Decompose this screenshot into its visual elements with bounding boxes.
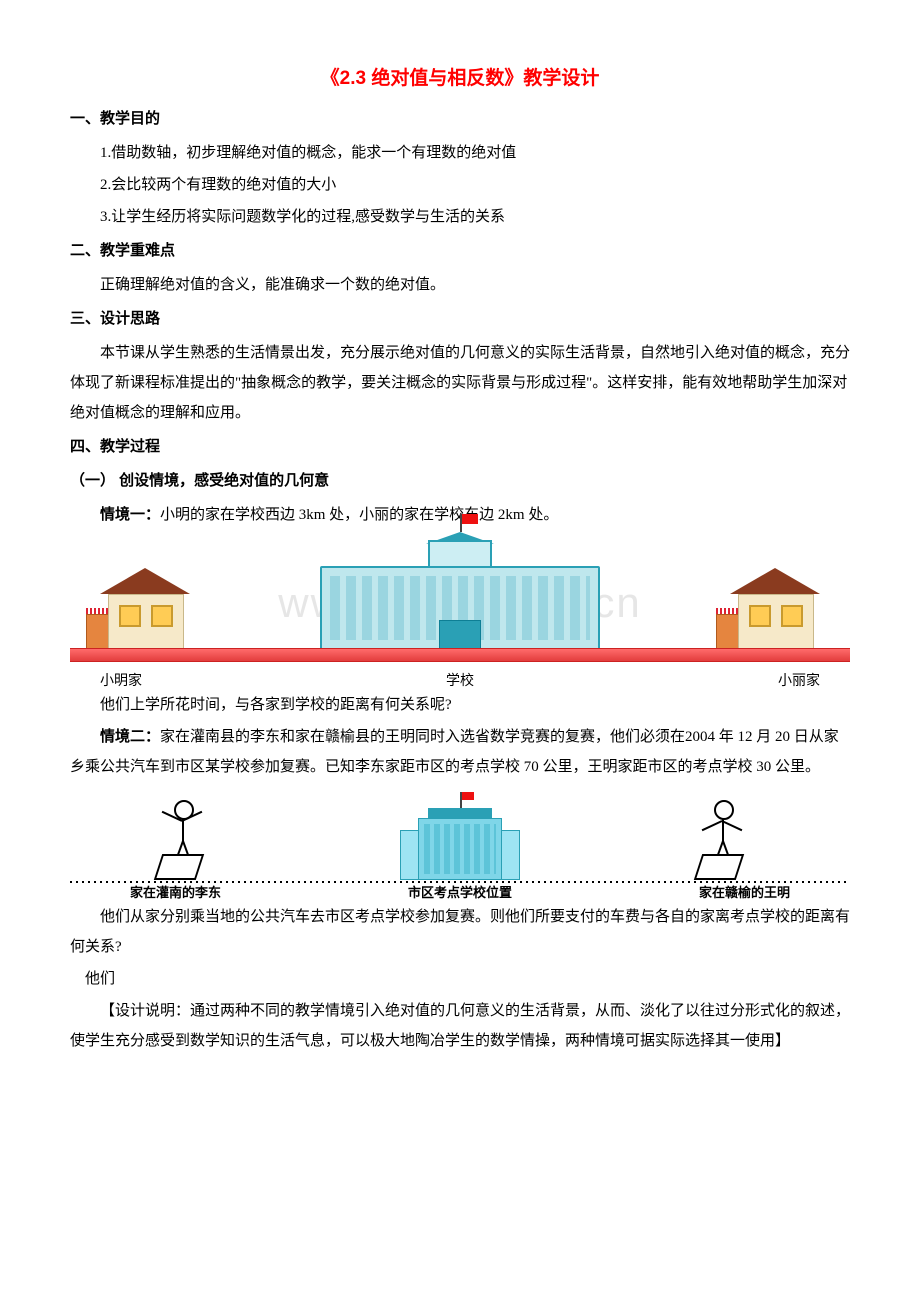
heading-2: 二、教学重难点 bbox=[70, 236, 850, 266]
label-xiaoming: 小明家 bbox=[100, 668, 142, 696]
goal-1: 1.借助数轴，初步理解绝对值的概念，能求一个有理数的绝对值 bbox=[70, 138, 850, 168]
label-school: 学校 bbox=[446, 668, 474, 696]
ground-line bbox=[70, 648, 850, 662]
heading-4-1: （一） 创设情境，感受绝对值的几何意 bbox=[70, 466, 850, 496]
scenario-2-label: 情境二： bbox=[100, 728, 160, 745]
para-3: 本节课从学生熟悉的生活情景出发，充分展示绝对值的几何意义的实际生活背景，自然地引… bbox=[70, 338, 850, 428]
scenario-1-text: 小明的家在学校西边 3km 处，小丽的家在学校东边 2km 处。 bbox=[160, 507, 558, 523]
dotted-line bbox=[70, 881, 850, 883]
design-note: 【设计说明：通过两种不同的教学情境引入绝对值的几何意义的生活背景，从而、淡化了以… bbox=[70, 996, 850, 1056]
label-lidong: 家在灌南的李东 bbox=[130, 880, 221, 906]
scenario-2-line: 情境二：家在灌南县的李东和家在赣榆县的王明同时入选省数学竞赛的复赛，他们必须在2… bbox=[70, 722, 850, 782]
question-2b: 他们 bbox=[85, 964, 850, 994]
house-left-icon bbox=[100, 578, 190, 650]
illustration-1-labels: 小明家 学校 小丽家 bbox=[70, 668, 850, 696]
heading-4: 四、教学过程 bbox=[70, 432, 850, 462]
illustration-2-labels: 家在灌南的李东 市区考点学校位置 家在赣榆的王明 bbox=[70, 880, 850, 906]
stickman-left-icon bbox=[150, 800, 210, 880]
house-right-icon bbox=[730, 578, 820, 650]
label-wangming: 家在赣榆的王明 bbox=[699, 880, 790, 906]
scenario-2-text: 家在灌南县的李东和家在赣榆县的王明同时入选省数学竞赛的复赛，他们必须在2004 … bbox=[70, 729, 839, 775]
label-exam-site: 市区考点学校位置 bbox=[408, 880, 512, 906]
building-icon bbox=[400, 800, 520, 880]
heading-3: 三、设计思路 bbox=[70, 304, 850, 334]
para-2: 正确理解绝对值的含义，能准确求一个数的绝对值。 bbox=[70, 270, 850, 300]
goal-3: 3.让学生经历将实际问题数学化的过程,感受数学与生活的关系 bbox=[70, 202, 850, 232]
question-2: 他们从家分别乘当地的公共汽车去市区考点学校参加复赛。则他们所要支付的车费与各自的… bbox=[70, 902, 850, 962]
stickman-right-icon bbox=[690, 800, 750, 880]
page-title: 《2.3 绝对值与相反数》教学设计 bbox=[70, 60, 850, 98]
label-xiaoli: 小丽家 bbox=[778, 668, 820, 696]
school-icon bbox=[320, 540, 600, 650]
illustration-1: www.zixin.com.cn 小明家 学校 小丽家 bbox=[70, 538, 850, 688]
scenario-1-label: 情境一： bbox=[100, 506, 160, 523]
heading-1: 一、教学目的 bbox=[70, 104, 850, 134]
goal-2: 2.会比较两个有理数的绝对值的大小 bbox=[70, 170, 850, 200]
illustration-2: 家在灌南的李东 市区考点学校位置 家在赣榆的王明 bbox=[70, 790, 850, 900]
